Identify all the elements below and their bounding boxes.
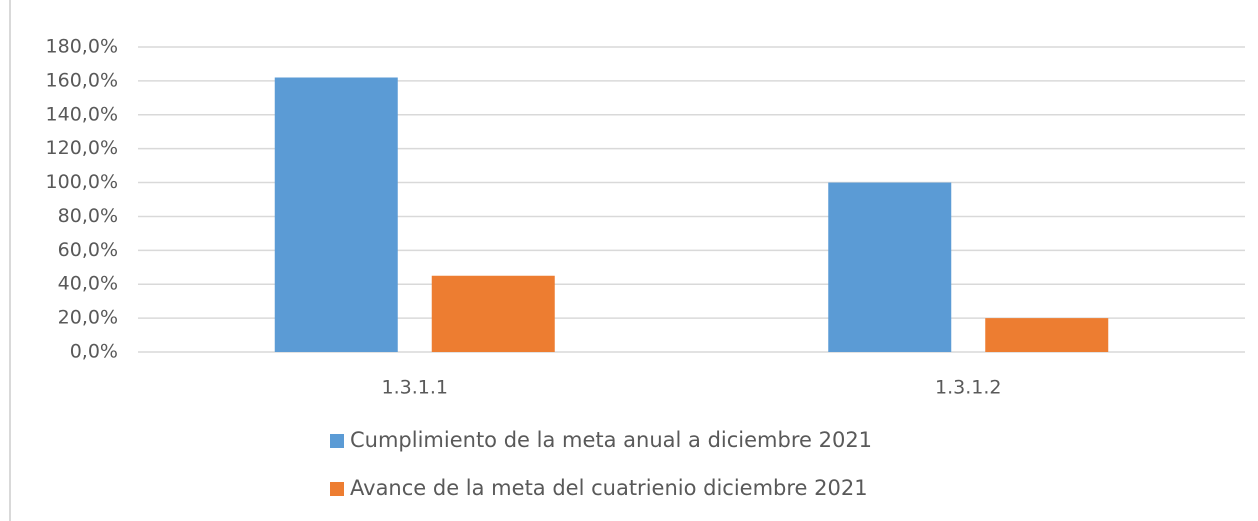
legend-label: Avance de la meta del cuatrienio diciemb…	[350, 476, 868, 500]
bar	[274, 77, 398, 352]
y-tick-label: 40,0%	[58, 273, 118, 295]
y-tick-label: 100,0%	[46, 171, 118, 193]
y-tick-label: 180,0%	[46, 36, 118, 58]
y-tick-label: 20,0%	[58, 307, 118, 329]
y-tick-label: 140,0%	[46, 103, 118, 125]
x-tick-label: 1.3.1.1	[382, 377, 448, 399]
legend-label: Cumplimiento de la meta anual a diciembr…	[350, 428, 872, 452]
y-tick-label: 60,0%	[58, 239, 118, 261]
bar	[985, 318, 1109, 352]
bar	[828, 182, 952, 352]
y-tick-label: 80,0%	[58, 205, 118, 227]
x-tick-label: 1.3.1.2	[935, 377, 1001, 399]
y-tick-label: 0,0%	[70, 341, 118, 363]
bar	[431, 275, 555, 352]
y-tick-label: 160,0%	[46, 69, 118, 91]
legend-swatch	[330, 434, 344, 448]
y-tick-label: 120,0%	[46, 137, 118, 159]
legend-swatch	[330, 482, 344, 496]
